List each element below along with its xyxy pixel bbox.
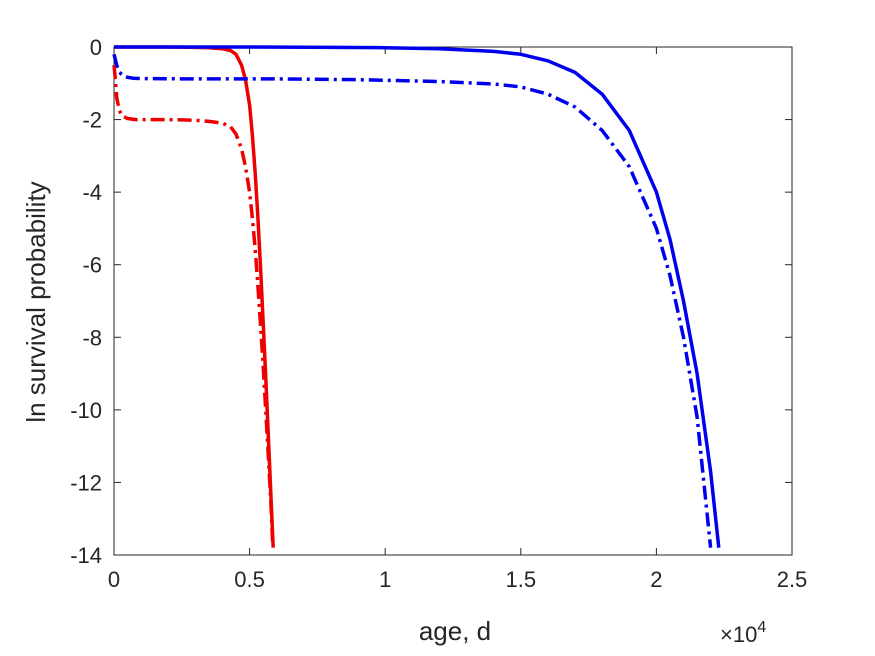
labels: age, d ln survival probability ×104: [21, 181, 766, 647]
series-line-4: [112, 53, 713, 548]
y-axis-label: ln survival probability: [21, 181, 51, 422]
x-tick-label: 0.5: [234, 567, 265, 592]
y-tick-label: 0: [90, 35, 102, 60]
series-line-2: [112, 64, 275, 545]
series-line-3: [114, 45, 721, 548]
y-tick-label: -6: [82, 253, 102, 278]
x-axis-label: age, d: [419, 616, 491, 646]
y-tick-label: -2: [82, 108, 102, 133]
y-tick-label: -10: [70, 398, 102, 423]
y-tick-label: -14: [70, 543, 102, 568]
x-tick-label: 0: [108, 567, 120, 592]
x-tick-label: 2.5: [777, 567, 808, 592]
axes: 0 0.5 1 1.5 2 2.5 0 -2 -4 -6 -8 -10 -12 -14: [70, 35, 807, 592]
plot-box: [113, 46, 793, 556]
x-axis-exponent: ×104: [720, 619, 766, 647]
x-axis-exponent-base: ×10: [720, 622, 757, 647]
x-tick-label: 2: [650, 567, 662, 592]
x-axis-exponent-power: 4: [757, 619, 766, 636]
y-tick-label: -8: [82, 325, 102, 350]
y-tick-label: -4: [82, 180, 102, 205]
series-line-1: [114, 45, 275, 548]
x-tick-label: 1: [379, 567, 391, 592]
x-tick-label: 1.5: [506, 567, 537, 592]
series-layer: [112, 45, 721, 548]
y-tick-label: -12: [70, 470, 102, 495]
